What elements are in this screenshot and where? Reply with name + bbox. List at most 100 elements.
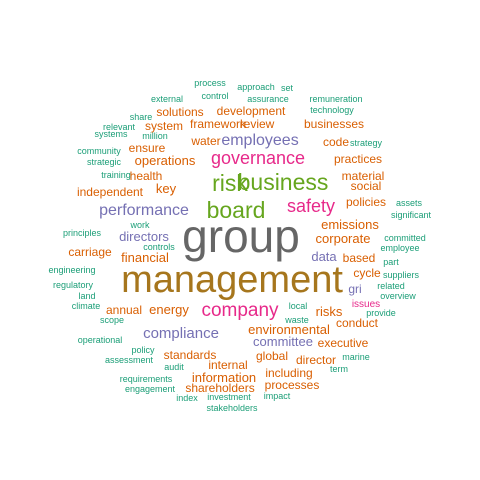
word-financial: financial: [121, 250, 169, 265]
word-management: management: [121, 259, 343, 301]
word-review: review: [240, 117, 275, 131]
word-committed: committed: [384, 233, 426, 243]
word-system: system: [145, 119, 183, 133]
word-work: work: [129, 220, 150, 230]
word-local: local: [289, 301, 308, 311]
word-ensure: ensure: [129, 141, 166, 155]
word-approach: approach: [237, 82, 275, 92]
word-employee: employee: [380, 243, 419, 253]
word-assets: assets: [396, 198, 423, 208]
word-cycle: cycle: [353, 266, 381, 280]
word-company: company: [201, 300, 279, 321]
word-shareholders: shareholders: [185, 381, 254, 395]
word-carriage: carriage: [68, 245, 112, 259]
word-remuneration: remuneration: [309, 94, 362, 104]
word-code: code: [323, 135, 349, 149]
word-part: part: [383, 257, 399, 267]
word-water: water: [190, 134, 220, 148]
word-investment: investment: [207, 392, 251, 402]
word-engineering: engineering: [48, 265, 95, 275]
word-term: term: [330, 364, 348, 374]
word-operational: operational: [78, 335, 123, 345]
word-including: including: [265, 366, 312, 380]
word-board: board: [207, 197, 266, 223]
word-policies: policies: [346, 195, 386, 209]
word-external: external: [151, 94, 183, 104]
word-directors: directors: [119, 229, 169, 244]
word-director: director: [296, 353, 336, 367]
word-impact: impact: [264, 391, 291, 401]
word-businesses: businesses: [304, 117, 364, 131]
word-relevant: relevant: [103, 122, 136, 132]
word-operations: operations: [135, 153, 196, 168]
word-global: global: [256, 349, 288, 363]
word-development: development: [217, 104, 286, 118]
word-energy: energy: [149, 302, 189, 317]
word-climate: climate: [72, 301, 101, 311]
word-information: information: [192, 370, 256, 385]
word-related: related: [377, 281, 405, 291]
word-risks: risks: [316, 304, 343, 319]
word-assurance: assurance: [247, 94, 289, 104]
word-issues: issues: [352, 299, 380, 310]
word-significant: significant: [391, 210, 432, 220]
word-based: based: [343, 251, 376, 265]
word-scope: scope: [100, 315, 124, 325]
word-waste: waste: [284, 315, 309, 325]
word-land: land: [78, 291, 95, 301]
word-employees: employees: [221, 132, 298, 149]
word-engagement: engagement: [125, 384, 176, 394]
word-technology: technology: [310, 105, 354, 115]
word-audit: audit: [164, 362, 184, 372]
word-overview: overview: [380, 291, 416, 301]
word-emissions: emissions: [321, 217, 379, 232]
word-practices: practices: [334, 152, 382, 166]
word-material: material: [342, 169, 385, 183]
word-systems: systems: [94, 129, 128, 139]
word-strategic: strategic: [87, 157, 122, 167]
word-principles: principles: [63, 228, 102, 238]
word-environmental: environmental: [248, 322, 330, 337]
word-strategy: strategy: [350, 138, 383, 148]
word-controls: controls: [143, 242, 175, 252]
word-policy: policy: [131, 345, 155, 355]
word-health: health: [130, 169, 163, 183]
word-framework: framework: [190, 117, 247, 131]
word-training: training: [101, 170, 131, 180]
word-suppliers: suppliers: [383, 270, 420, 280]
word-independent: independent: [77, 185, 144, 199]
word-risk: risk: [212, 170, 248, 196]
word-social: social: [351, 179, 382, 193]
word-committee: committee: [253, 334, 313, 349]
word-corporate: corporate: [316, 231, 371, 246]
word-performance: performance: [99, 202, 189, 219]
word-executive: executive: [318, 336, 369, 350]
word-annual: annual: [106, 303, 142, 317]
word-requirements: requirements: [120, 374, 173, 384]
word-compliance: compliance: [143, 325, 219, 342]
word-marine: marine: [342, 352, 370, 362]
word-solutions: solutions: [156, 105, 203, 119]
word-community: community: [77, 146, 121, 156]
word-internal: internal: [208, 358, 247, 372]
word-process: process: [194, 78, 226, 88]
word-safety: safety: [287, 196, 335, 216]
word-assessment: assessment: [105, 355, 154, 365]
word-regulatory: regulatory: [53, 280, 94, 290]
word-standards: standards: [164, 348, 217, 362]
word-business: business: [238, 169, 329, 195]
word-processes: processes: [265, 378, 320, 392]
word-key: key: [156, 181, 177, 196]
word-million: million: [142, 131, 168, 141]
word-group: group: [182, 210, 300, 262]
word-gri: gri: [348, 282, 361, 296]
word-control: control: [201, 91, 228, 101]
word-index: index: [176, 393, 198, 403]
word-data: data: [311, 249, 337, 264]
word-share: share: [130, 112, 153, 122]
word-conduct: conduct: [336, 316, 379, 330]
word-stakeholders: stakeholders: [206, 403, 258, 413]
word-governance: governance: [211, 148, 305, 168]
